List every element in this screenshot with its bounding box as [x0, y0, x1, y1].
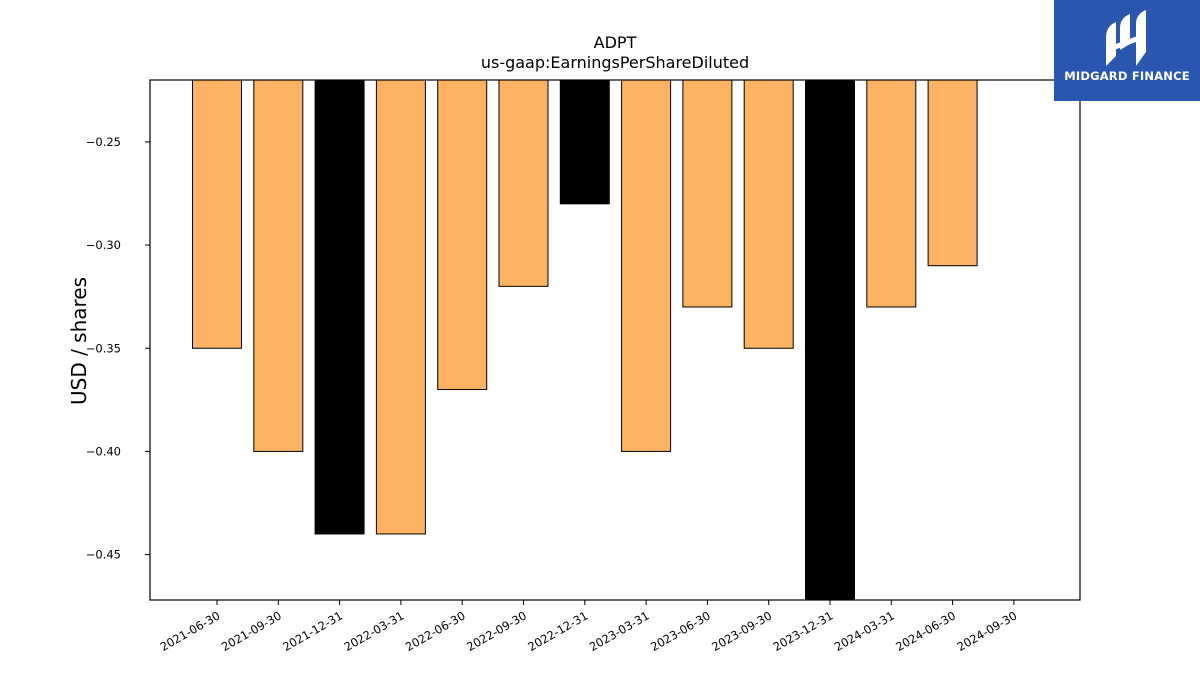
bar-2023-12-31 [805, 80, 855, 600]
y-tick-label: −0.30 [86, 238, 121, 252]
bar-2021-06-30 [192, 80, 242, 349]
bar-2022-03-31 [375, 80, 426, 535]
bar-2023-09-30 [743, 80, 794, 349]
midgard-logo: MIDGARD FINANCE [1054, 0, 1200, 101]
bar-2024-03-31 [866, 80, 917, 308]
x-tick-label: 2021-12-31 [280, 608, 345, 654]
bar-2022-12-31 [559, 80, 610, 205]
x-tick-label: 2022-03-31 [342, 608, 407, 654]
x-tick-label: 2022-06-30 [403, 608, 468, 654]
x-tick-label: 2024-06-30 [893, 608, 958, 654]
y-tick-label: −0.35 [86, 341, 121, 355]
bar-2023-03-31 [621, 80, 672, 452]
y-tick-label: −0.25 [86, 135, 121, 149]
x-tick-label: 2021-09-30 [219, 608, 284, 654]
y-tick-label: −0.45 [86, 548, 121, 562]
x-tick-label: 2023-06-30 [648, 608, 713, 654]
midgard-logo-icon [1106, 10, 1146, 66]
bar-2021-12-31 [314, 80, 365, 535]
chart-subtitle: us-gaap:EarningsPerShareDiluted [481, 53, 749, 72]
bar-2024-06-30 [927, 80, 978, 267]
x-tick-label: 2021-06-30 [158, 608, 223, 654]
bar-2022-06-30 [437, 80, 488, 391]
plot-frame [149, 79, 1081, 601]
x-tick-label: 2024-03-31 [832, 608, 897, 654]
chart-title: ADPT [594, 33, 637, 52]
x-tick-label: 2022-09-30 [464, 608, 529, 654]
x-tick-label: 2023-09-30 [709, 608, 774, 654]
y-tick-label: −0.40 [86, 444, 121, 458]
x-tick-label: 2022-12-31 [525, 608, 590, 654]
y-axis-label: USD / shares [67, 277, 91, 405]
logo-text: MIDGARD FINANCE [1064, 69, 1190, 83]
x-tick-label: 2023-03-31 [587, 608, 652, 654]
bar-2022-09-30 [498, 80, 549, 287]
x-tick-label: 2023-12-31 [771, 608, 836, 654]
x-tick-label: 2024-09-30 [955, 608, 1020, 654]
bars-layer [192, 80, 978, 600]
bar-2023-06-30 [682, 80, 733, 308]
bar-2021-09-30 [253, 80, 304, 452]
